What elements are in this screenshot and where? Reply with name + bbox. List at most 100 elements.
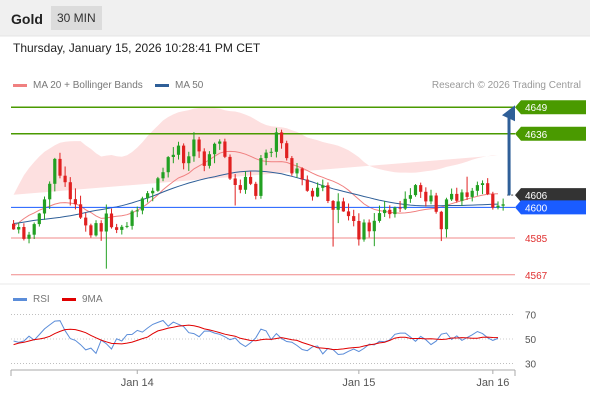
- candle-body: [362, 222, 366, 240]
- candle-body: [377, 213, 382, 221]
- level-tag-4606: [515, 188, 586, 203]
- candle-body: [372, 220, 376, 232]
- candle-body: [48, 183, 52, 200]
- candle-body: [269, 151, 273, 153]
- candle-body: [233, 178, 237, 185]
- candle-body: [213, 143, 217, 155]
- candle-body: [53, 158, 57, 184]
- candle-body: [434, 195, 438, 212]
- candle-body: [202, 151, 206, 166]
- candle-body: [79, 204, 83, 218]
- candle-body: [109, 213, 114, 228]
- bollinger-band-fill: [13, 107, 498, 195]
- candle-body: [300, 168, 304, 180]
- candle-body: [259, 158, 263, 196]
- candle-body: [424, 191, 428, 202]
- candle-body: [120, 226, 124, 230]
- candle-body: [22, 227, 26, 239]
- candle-body: [249, 176, 253, 184]
- candle-body: [465, 192, 469, 197]
- candle-body: [207, 154, 211, 166]
- level-label-4585: 4585: [525, 234, 548, 245]
- candle-body: [187, 156, 191, 164]
- candle-body: [176, 145, 181, 155]
- level-label-4636: 4636: [525, 130, 548, 141]
- candle-body: [496, 205, 500, 208]
- candle-body: [197, 139, 201, 152]
- ma20-swatch: [13, 83, 27, 87]
- level-tag-4600: [515, 200, 586, 215]
- copyright-text: Research © 2026 Trading Central: [431, 80, 581, 91]
- timeframe-tab[interactable]: 30 MIN: [51, 6, 102, 30]
- candle-body: [475, 185, 479, 191]
- candle-body: [274, 132, 278, 152]
- candle-body: [192, 139, 196, 157]
- candle-body: [94, 223, 98, 236]
- candle-body: [501, 204, 505, 206]
- candle-body: [367, 222, 371, 232]
- candle-body: [17, 227, 21, 230]
- level-label-4649: 4649: [525, 103, 548, 114]
- candle-body: [460, 192, 464, 201]
- candle-body: [357, 221, 361, 240]
- rsi-line: [13, 319, 499, 356]
- candle-body: [285, 143, 289, 159]
- ma50-swatch: [155, 83, 169, 87]
- candle-body: [32, 224, 36, 235]
- candle-body: [295, 168, 299, 174]
- candle-body: [161, 172, 165, 179]
- candle-body: [388, 209, 392, 215]
- candle-body: [115, 227, 119, 230]
- candle-body: [408, 195, 412, 199]
- candle-body: [429, 195, 433, 202]
- candle-body: [84, 217, 88, 226]
- candle-body: [125, 225, 129, 227]
- instrument-title: Gold: [11, 11, 43, 27]
- legend-ma20: MA 20 + Bollinger Bands: [13, 80, 143, 91]
- candle-body: [27, 234, 31, 239]
- candle-body: [480, 183, 485, 185]
- candle-body: [352, 216, 356, 221]
- candle-body: [140, 198, 144, 211]
- rsi-ma-swatch: [62, 297, 76, 301]
- candle-body: [280, 132, 284, 144]
- candle-body: [37, 213, 41, 225]
- projection-arrow-head: [502, 105, 515, 122]
- legend-ma50-label: MA 50: [175, 80, 204, 91]
- candle-body: [450, 193, 454, 200]
- candle-body: [264, 152, 268, 159]
- rsi-tick-50: 50: [525, 335, 537, 346]
- level-label-4600: 4600: [525, 203, 548, 214]
- candle-body: [346, 211, 351, 217]
- legend-rsi-label: RSI: [33, 294, 50, 305]
- rsi-swatch: [13, 297, 27, 301]
- candle-body: [486, 183, 490, 194]
- candle-body: [403, 198, 407, 209]
- ma50-line: [13, 170, 499, 224]
- candle-body: [68, 182, 72, 200]
- candle-body: [326, 185, 330, 201]
- rsi-tick-70: 70: [525, 310, 537, 321]
- x-tick-label: Jan 14: [121, 377, 154, 389]
- rsi-tick-30: 30: [525, 360, 537, 371]
- ma20-line: [13, 150, 499, 227]
- candle-body: [336, 201, 340, 210]
- candle-body: [444, 199, 449, 230]
- candle-body: [63, 175, 67, 183]
- candle-body: [42, 199, 47, 214]
- x-tick-label: Jan 15: [342, 377, 375, 389]
- candle-body: [419, 185, 423, 192]
- candle-body: [104, 213, 108, 232]
- candle-body: [341, 201, 345, 212]
- level-label-4567: 4567: [525, 271, 548, 282]
- rsi-ma-line: [13, 324, 499, 351]
- candle-body: [243, 176, 248, 190]
- candle-body: [316, 187, 320, 197]
- candle-body: [182, 145, 186, 164]
- candle-body: [166, 157, 170, 173]
- candle-body: [383, 209, 387, 214]
- candle-body: [171, 154, 175, 157]
- level-tag-4649: [515, 100, 586, 115]
- candle-body: [238, 185, 242, 190]
